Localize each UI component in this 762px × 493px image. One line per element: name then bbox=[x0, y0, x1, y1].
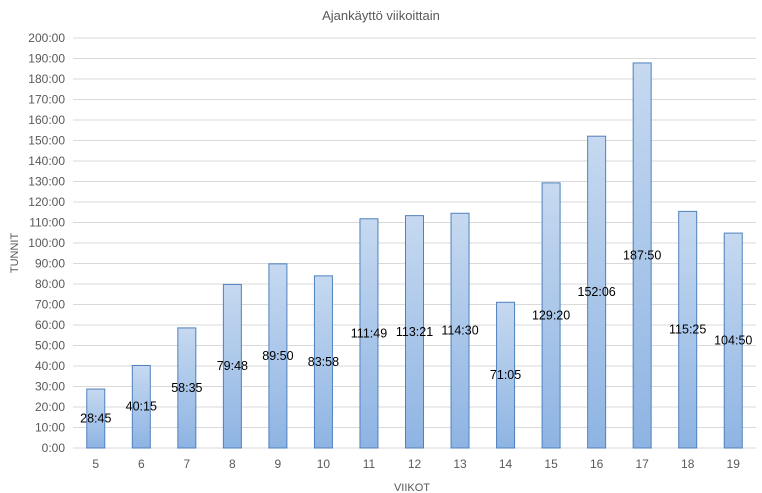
data-label: 114:30 bbox=[441, 324, 478, 338]
x-tick-label: 13 bbox=[453, 457, 467, 471]
y-tick-label: 0:00 bbox=[42, 441, 66, 455]
x-axis-title: VIIKOT bbox=[394, 482, 430, 493]
data-labels: 28:45 40:15 58:35 79:48 89:50 83:58 111:49 113:… bbox=[80, 248, 752, 425]
data-label: 58:35 bbox=[171, 381, 202, 395]
y-tick-label: 170:00 bbox=[28, 93, 65, 107]
x-tick-label: 10 bbox=[317, 457, 331, 471]
bar-week-16 bbox=[587, 135, 607, 449]
y-tick-label: 30:00 bbox=[35, 380, 65, 394]
data-label: 111:49 bbox=[351, 326, 387, 340]
y-tick-label: 50:00 bbox=[35, 339, 65, 353]
y-tick-label: 100:00 bbox=[28, 236, 65, 250]
x-axis-ticks: 5 6 7 8 9 10 11 12 13 14 15 16 17 18 19 bbox=[92, 457, 740, 471]
data-label: 152:06 bbox=[578, 285, 616, 299]
data-label: 129:20 bbox=[532, 308, 570, 322]
x-tick-label: 18 bbox=[681, 457, 695, 471]
x-tick-label: 9 bbox=[275, 457, 282, 471]
y-tick-label: 40:00 bbox=[35, 359, 65, 373]
x-tick-label: 14 bbox=[499, 457, 513, 471]
y-tick-label: 110:00 bbox=[29, 216, 65, 230]
data-label: 89:50 bbox=[262, 349, 293, 363]
bar-week-8 bbox=[222, 283, 242, 449]
y-tick-label: 70:00 bbox=[35, 298, 65, 312]
y-tick-label: 60:00 bbox=[35, 318, 65, 332]
bars bbox=[86, 62, 743, 449]
y-tick-label: 150:00 bbox=[28, 134, 65, 148]
y-tick-label: 20:00 bbox=[35, 400, 65, 414]
data-label: 104:50 bbox=[714, 334, 752, 348]
bar-week-11 bbox=[359, 218, 379, 449]
y-tick-label: 180:00 bbox=[28, 72, 65, 86]
y-tick-label: 130:00 bbox=[28, 175, 65, 189]
x-tick-label: 8 bbox=[229, 457, 236, 471]
data-label: 40:15 bbox=[126, 400, 157, 414]
y-axis-title: TUNNIT bbox=[9, 233, 21, 274]
data-label: 113:21 bbox=[396, 325, 433, 339]
y-tick-label: 120:00 bbox=[28, 195, 65, 209]
bar-week-14 bbox=[496, 301, 516, 449]
bar-week-13 bbox=[450, 212, 470, 449]
y-tick-label: 160:00 bbox=[28, 113, 65, 127]
x-tick-label: 15 bbox=[544, 457, 558, 471]
data-label: 28:45 bbox=[80, 412, 111, 426]
bar-week-7 bbox=[177, 327, 197, 449]
bar-week-15 bbox=[541, 182, 561, 449]
chart-title: Ajankäyttö viikoittain bbox=[322, 8, 440, 23]
data-label: 71:05 bbox=[490, 368, 521, 382]
data-label: 115:25 bbox=[669, 323, 706, 337]
x-tick-label: 17 bbox=[635, 457, 649, 471]
bar-week-10 bbox=[313, 275, 333, 449]
x-tick-label: 19 bbox=[727, 457, 741, 471]
x-tick-label: 11 bbox=[363, 457, 376, 471]
y-tick-label: 200:00 bbox=[28, 31, 65, 45]
data-label: 187:50 bbox=[623, 248, 661, 262]
x-tick-label: 5 bbox=[92, 457, 99, 471]
bar-week-17 bbox=[632, 62, 652, 449]
bar-week-18 bbox=[678, 210, 698, 449]
bar-week-6 bbox=[131, 364, 151, 449]
bar-week-12 bbox=[405, 215, 424, 449]
y-tick-label: 90:00 bbox=[35, 257, 65, 271]
x-tick-label: 7 bbox=[183, 457, 190, 471]
y-tick-label: 140:00 bbox=[28, 154, 65, 168]
x-tick-label: 16 bbox=[590, 457, 604, 471]
bar-week-9 bbox=[268, 263, 288, 449]
bar-week-5 bbox=[86, 388, 106, 449]
bar-week-19 bbox=[723, 232, 743, 449]
data-label: 83:58 bbox=[308, 355, 339, 369]
x-tick-label: 12 bbox=[408, 457, 422, 471]
x-tick-label: 6 bbox=[138, 457, 145, 471]
y-tick-label: 190:00 bbox=[28, 52, 65, 66]
y-axis-ticks: 0:00 10:00 20:00 30:00 40:00 50:00 60:00 70:00 8… bbox=[28, 31, 65, 455]
data-label: 79:48 bbox=[217, 359, 248, 373]
y-tick-label: 80:00 bbox=[35, 277, 65, 291]
y-tick-label: 10:00 bbox=[35, 421, 65, 435]
